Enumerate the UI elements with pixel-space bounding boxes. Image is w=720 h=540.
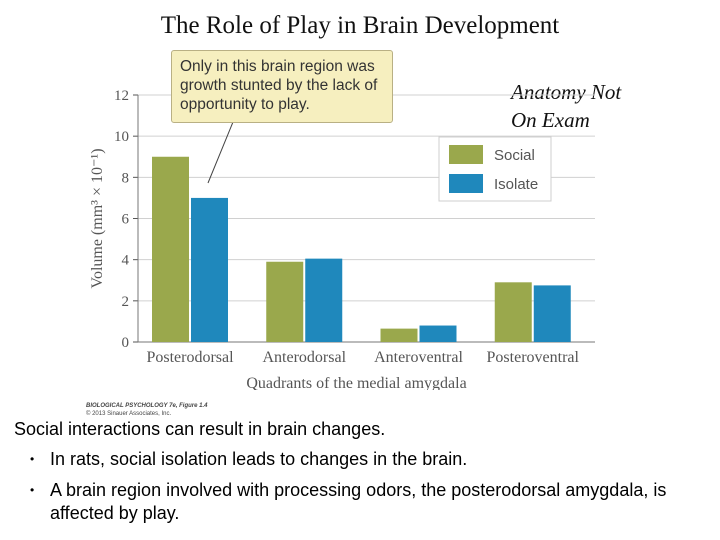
- y-tick-label: 10: [114, 129, 129, 145]
- credit-line1: BIOLOGICAL PSYCHOLOGY 7e, Figure 1.4: [86, 403, 208, 409]
- bar-isolate-posteroventral: [533, 285, 571, 342]
- y-tick-label: 4: [122, 253, 130, 269]
- bar-social-anterodorsal: [266, 261, 304, 342]
- y-tick-label: 8: [122, 170, 130, 186]
- callout-pointer: [207, 121, 234, 184]
- credit-line2: © 2013 Sinauer Associates, Inc.: [86, 411, 172, 417]
- bullet-text: In rats, social isolation leads to chang…: [50, 449, 468, 469]
- legend-swatch-isolate: [449, 174, 483, 193]
- bar-isolate-anterodorsal: [305, 258, 343, 342]
- legend-label-social: Social: [494, 147, 535, 164]
- callout-box: Only in this brain region was growth stu…: [171, 50, 393, 123]
- slide-title: The Role of Play in Brain Development: [160, 12, 560, 39]
- bar-social-anteroventral: [380, 328, 418, 342]
- bullet-item: • A brain region involved with processing…: [26, 479, 686, 525]
- bullet-icon: •: [30, 483, 35, 497]
- legend-label-isolate: Isolate: [494, 176, 538, 193]
- exam-note-line2: On Exam: [511, 108, 590, 132]
- x-axis-label: Quadrants of the medial amygdala: [246, 375, 466, 390]
- bar-isolate-posterodorsal: [191, 197, 228, 342]
- y-tick-label: 2: [122, 294, 130, 310]
- y-tick-label: 0: [122, 335, 130, 351]
- figure-credit: BIOLOGICAL PSYCHOLOGY 7e, Figure 1.4 © 2…: [86, 402, 207, 418]
- bullet-item: • In rats, social isolation leads to chan…: [26, 448, 686, 471]
- y-axis-label: Volume (mm³ × 10⁻¹): [89, 148, 106, 288]
- x-tick-label: Anteroventral: [374, 349, 463, 366]
- x-tick-label: Posterodorsal: [146, 349, 234, 366]
- bullet-icon: •: [30, 452, 35, 466]
- bar-social-posteroventral: [494, 282, 532, 342]
- bar-chart: 0 2 4 6 8 10 12 Posterodorsal Anterodorsal Antero…: [89, 88, 595, 390]
- bullet-text: A brain region involved with processing …: [50, 480, 667, 523]
- x-tick-label: Anterodorsal: [262, 349, 346, 366]
- exam-note-line1: Anatomy Not: [511, 80, 622, 104]
- y-tick-label: 6: [122, 212, 130, 228]
- legend-swatch-social: [449, 145, 483, 164]
- bar-social-posterodorsal: [152, 156, 189, 342]
- bar-isolate-anteroventral: [419, 325, 457, 342]
- exam-note: Anatomy Not On Exam: [511, 78, 621, 134]
- y-tick-label: 12: [114, 88, 129, 104]
- slide-caption: Social interactions can result in brain …: [14, 419, 386, 439]
- bullet-list: • In rats, social isolation leads to chan…: [26, 448, 686, 533]
- x-tick-label: Posteroventral: [487, 349, 580, 366]
